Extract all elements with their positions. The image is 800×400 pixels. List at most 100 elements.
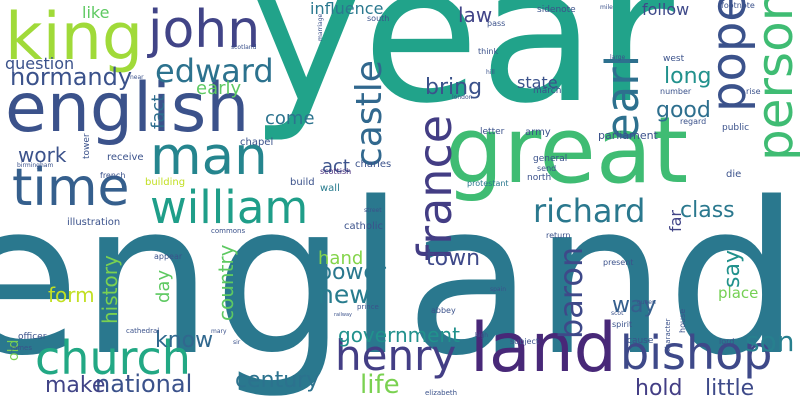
word-question: question	[5, 54, 75, 73]
word-spain: spain	[490, 286, 507, 293]
word-sir: sir	[233, 339, 241, 346]
word-railway: railway	[334, 312, 353, 318]
word-far: far	[666, 209, 685, 232]
word-scottish: scottish	[320, 167, 352, 176]
word-know: know	[155, 328, 214, 353]
word-fact: fact	[148, 94, 169, 129]
word-power: power	[318, 260, 386, 285]
word-year: year	[250, 0, 674, 145]
word-protestant: protestant	[467, 179, 509, 188]
word-government: government	[338, 323, 460, 347]
word-little: little	[705, 376, 755, 400]
word-follow: follow	[642, 0, 690, 19]
word-send: send	[537, 164, 557, 173]
word-say: say	[720, 250, 745, 288]
word-pass: pass	[487, 19, 506, 28]
word-hold: hold	[635, 376, 683, 400]
word-life: life	[360, 370, 400, 400]
word-north: north	[527, 173, 552, 183]
word-church: church	[35, 331, 191, 385]
word-subject: subject	[510, 337, 539, 346]
word-come: come	[265, 108, 315, 129]
word-good: good	[656, 98, 711, 123]
word-make: make	[45, 373, 106, 398]
word-new: new	[318, 280, 370, 309]
word-history: history	[98, 255, 122, 324]
word-son: son	[745, 325, 795, 358]
word-bishop: bishop	[620, 326, 773, 380]
word-national: national	[95, 370, 193, 398]
word-marriage: marriage	[317, 13, 324, 41]
word-scotland: scotland	[231, 44, 257, 51]
word-footnote: footnote	[721, 1, 755, 10]
word-public: public	[722, 123, 750, 133]
word-king: king	[5, 0, 144, 75]
word-day: day	[153, 269, 174, 303]
word-early: early	[196, 78, 242, 99]
word-rise: rise	[746, 87, 761, 96]
word-building: building	[145, 177, 186, 188]
word-regard: regard	[680, 117, 707, 126]
word-return: return	[546, 231, 571, 240]
word-baron: baron	[552, 246, 590, 339]
word-elizabeth: elizabeth	[425, 389, 458, 397]
word-mile: mile	[600, 4, 613, 11]
word-person: person	[746, 0, 800, 161]
word-hill: hill	[486, 69, 495, 76]
word-character: character	[664, 318, 672, 352]
word-general: general	[533, 154, 568, 164]
word-france: france	[408, 114, 462, 261]
word-state: state	[517, 73, 558, 92]
word-south: south	[367, 14, 390, 23]
word-house: house	[678, 308, 687, 333]
word-street: street	[364, 207, 382, 214]
word-james: james	[11, 344, 33, 352]
word-commons: commons	[211, 227, 246, 235]
word-town: town	[426, 246, 481, 271]
word-parliament: parliament	[598, 129, 658, 142]
word-bring: bring	[425, 75, 483, 100]
word-build: build	[290, 177, 315, 188]
word-birmingham: birmingham	[17, 162, 54, 169]
word-high: high	[475, 332, 489, 339]
word-sidenote: sidenote	[537, 5, 576, 15]
word-influence: influence	[310, 0, 384, 18]
word-french: french	[100, 171, 126, 180]
word-queen: queen	[637, 299, 656, 306]
word-land: land	[470, 309, 617, 388]
word-illustration: illustration	[67, 217, 121, 228]
word-english: english	[5, 69, 250, 148]
word-century: century	[235, 368, 320, 393]
word-chapel: chapel	[240, 137, 274, 148]
word-scot: scot	[611, 310, 624, 317]
word-letter: letter	[480, 127, 505, 137]
word-man: man	[150, 126, 268, 187]
word-tower: tower	[82, 133, 92, 159]
word-prince: prince	[357, 303, 379, 311]
word-great: great	[445, 97, 689, 204]
word-england: england	[0, 157, 800, 400]
word-west: west	[663, 54, 685, 64]
word-cause: cause	[627, 336, 654, 346]
word-act: act	[322, 156, 350, 177]
word-large: large	[610, 54, 626, 61]
word-abbey: abbey	[431, 306, 456, 315]
word-time: time	[12, 158, 130, 218]
word-class: class	[680, 198, 735, 223]
word-wall: wall	[320, 183, 340, 194]
word-think: think	[478, 47, 499, 56]
word-place: place	[718, 284, 759, 302]
word-lord: lord	[719, 337, 735, 346]
word-richard: richard	[533, 192, 646, 230]
word-john: john	[148, 0, 261, 60]
word-way: way	[612, 293, 657, 318]
word-law: law	[458, 3, 493, 27]
word-cathedral: cathedral	[126, 327, 160, 335]
word-receive: receive	[107, 152, 144, 163]
word-henry: henry	[335, 331, 457, 380]
word-like: like	[82, 3, 110, 22]
word-william: william	[150, 181, 309, 234]
word-country: country	[214, 244, 238, 321]
word-appear: appear	[154, 252, 183, 261]
